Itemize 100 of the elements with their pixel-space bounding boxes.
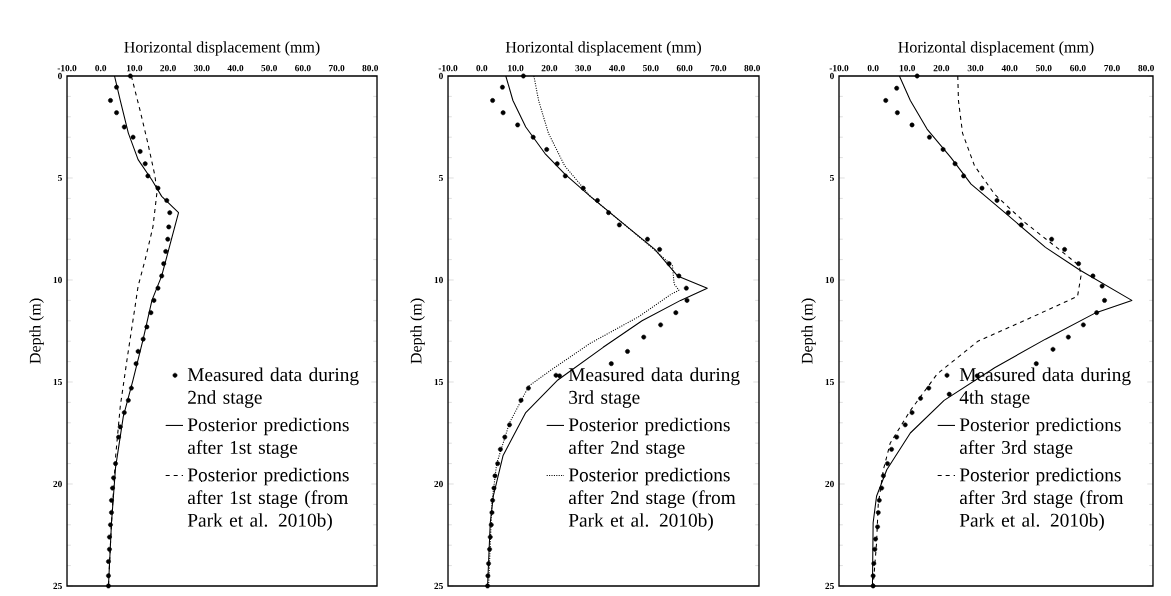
y-tick-label: 5 — [439, 174, 443, 182]
point — [873, 536, 878, 542]
point — [507, 422, 512, 428]
point — [625, 348, 630, 354]
x-axis-title: Horizontal displacement (mm) — [124, 41, 320, 56]
y-tick-label: 0 — [57, 72, 62, 80]
point — [676, 273, 682, 279]
point — [142, 161, 148, 167]
y-tick-label: 15 — [825, 378, 834, 386]
y-tick-label: 20 — [53, 480, 62, 488]
point — [490, 98, 496, 103]
point — [107, 546, 112, 552]
x-tick-label: 80.0 — [362, 64, 379, 72]
y-tick-label: 5 — [830, 174, 834, 182]
y-tick-label: 25 — [825, 582, 834, 590]
point — [515, 122, 521, 128]
point — [1005, 210, 1011, 216]
x-tick-label: -10.0 — [57, 64, 77, 72]
point — [500, 110, 506, 116]
point — [130, 134, 136, 140]
point — [161, 261, 167, 267]
point — [1065, 334, 1071, 340]
point — [616, 222, 622, 228]
point — [879, 485, 885, 491]
y-tick-label: 25 — [53, 582, 62, 590]
x-tick-label: 20.0 — [160, 64, 176, 72]
point — [165, 236, 171, 242]
point — [979, 185, 985, 191]
x-tick-label: 10.0 — [126, 64, 143, 72]
point — [108, 98, 113, 103]
point — [940, 147, 946, 152]
point — [490, 497, 496, 503]
y-tick-label: 0 — [829, 72, 834, 80]
point — [520, 73, 526, 79]
x-tick-label: 50.0 — [643, 64, 659, 72]
point — [1094, 310, 1100, 316]
point — [889, 446, 894, 452]
point — [1090, 273, 1096, 279]
point — [554, 161, 560, 167]
point — [151, 297, 157, 303]
x-tick-label: 30.0 — [967, 64, 984, 72]
x-tick-label: 60.0 — [295, 64, 311, 72]
point — [684, 297, 690, 303]
point — [1080, 322, 1086, 328]
point — [902, 422, 908, 428]
point — [870, 573, 876, 579]
point — [871, 561, 877, 566]
point — [885, 461, 890, 466]
point — [544, 147, 550, 152]
x-tick-label: 10.0 — [508, 64, 524, 72]
y-axis-title: Depth (m) — [29, 298, 44, 364]
x-tick-label: 50.0 — [1035, 64, 1052, 72]
x-tick-label: 0.0 — [867, 64, 879, 72]
point — [163, 249, 169, 254]
legend-label: Posterior predictions after 1st stage — [187, 417, 349, 458]
point — [106, 573, 111, 579]
point — [137, 149, 143, 154]
point — [1018, 222, 1024, 228]
x-tick-label: 0.0 — [476, 64, 488, 72]
point — [894, 110, 900, 116]
x-tick-label: 70.0 — [710, 64, 727, 72]
legend-label: Measured data during 2nd stage — [187, 367, 359, 408]
point — [946, 391, 952, 397]
point — [109, 510, 114, 515]
point — [495, 461, 501, 466]
point — [107, 534, 112, 540]
point — [487, 546, 492, 552]
y-tick-label: 5 — [58, 174, 62, 182]
point — [110, 485, 115, 491]
point — [111, 475, 116, 481]
point — [125, 397, 131, 403]
point — [562, 173, 568, 179]
point — [530, 134, 536, 140]
point — [918, 395, 923, 401]
x-axis-title: Horizontal displacement (mm) — [505, 41, 701, 56]
point — [994, 198, 1000, 203]
y-tick-label: 20 — [434, 480, 443, 488]
point — [909, 410, 915, 415]
point — [113, 461, 118, 466]
point — [155, 185, 161, 191]
point — [127, 73, 133, 79]
x-tick-label: 70.0 — [1104, 64, 1120, 72]
y-tick-label: 20 — [825, 480, 834, 488]
x-tick-label: 30.0 — [193, 64, 210, 72]
point — [488, 522, 494, 528]
x-tick-label: -10.0 — [438, 64, 458, 72]
point — [502, 434, 508, 440]
point — [657, 246, 663, 252]
point — [117, 424, 123, 430]
point — [487, 534, 493, 540]
point — [1050, 346, 1056, 352]
point — [1062, 246, 1067, 252]
point — [872, 546, 878, 552]
point — [166, 224, 172, 230]
point — [1076, 261, 1081, 267]
point — [641, 334, 647, 340]
legend-label: Posterior predictions after 3rd stage (from Park et al. 2010b) — [959, 467, 1124, 531]
x-tick-label: 40.0 — [227, 64, 244, 72]
point — [164, 198, 170, 203]
y-tick-label: 15 — [53, 378, 62, 386]
